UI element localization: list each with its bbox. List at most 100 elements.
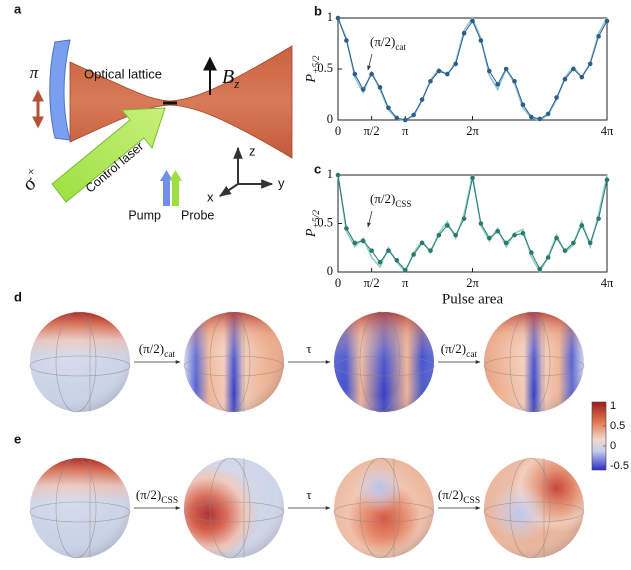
data-point: [436, 68, 442, 74]
data-point: [461, 31, 467, 36]
meridian: [359, 311, 401, 413]
data-point: [579, 223, 585, 228]
x-tick-label: 0: [335, 124, 341, 138]
data-point: [537, 116, 543, 122]
x-tick-label: 2π: [466, 276, 479, 290]
data-point: [369, 71, 374, 77]
data-point: [545, 255, 551, 260]
panel-label: d: [14, 289, 22, 304]
data-point: [419, 97, 425, 102]
data-point: [394, 115, 400, 121]
data-point: [377, 260, 383, 265]
x-tick-label: 2π: [466, 124, 479, 138]
x-tick-label: π: [402, 276, 409, 290]
field-label: Bz: [222, 66, 239, 92]
y-tick-label: 1: [327, 167, 333, 181]
meridian: [209, 457, 251, 559]
sphere-shade: [184, 458, 284, 558]
annotation-arrow: [367, 53, 373, 71]
data-point: [529, 250, 534, 255]
series-line: [337, 174, 608, 271]
data-point: [562, 248, 568, 253]
data-point: [587, 61, 593, 67]
sphere-shade: [30, 312, 130, 412]
pump-label: Pump: [128, 208, 161, 222]
data-point: [596, 216, 601, 221]
plot-frame: [337, 174, 608, 273]
data-point: [512, 78, 517, 84]
sphere-shade: [334, 312, 434, 412]
sphere-shade: [184, 312, 284, 412]
data-point: [562, 76, 568, 82]
data-point: [344, 226, 349, 231]
y-tick-label: 0: [327, 112, 333, 126]
y-axis-label-main: P: [304, 228, 319, 238]
annotation: (π/2)cat: [370, 34, 406, 52]
data-point: [487, 235, 492, 241]
axis-label: y: [278, 175, 285, 190]
data-point: [402, 117, 408, 123]
bloch-sphere: [333, 457, 435, 559]
data-point: [402, 267, 408, 273]
spheres: (π/2)cat τ (π/2)cat(π/2)CSS τ (π/2)CSS: [29, 311, 585, 559]
field-text: B: [222, 66, 234, 88]
colorbar: -0.5 0 0.5 1: [591, 400, 629, 472]
x-tick-label: π/2: [364, 124, 380, 138]
colorbar-tick-label: 0: [610, 440, 616, 452]
equator: [183, 501, 285, 523]
step-label-sub: CSS: [161, 496, 178, 506]
data-point: [377, 85, 383, 90]
equator: [29, 355, 131, 377]
step-label-main: τ: [306, 487, 311, 502]
data-point: [470, 175, 475, 181]
data-point: [335, 15, 341, 21]
mirror: [49, 39, 71, 141]
colorbar-tick-label: 1: [610, 400, 616, 412]
field-sub: z: [233, 76, 239, 91]
colorbar-tick-label: 0.5: [610, 420, 625, 432]
data-point: [453, 61, 458, 67]
lattice-label: Optical lattice: [84, 66, 162, 81]
annotation-main: (π/2): [370, 34, 395, 49]
step-label-sub: cat: [466, 350, 477, 360]
diagram: π Optical lattice Bz Control laser σ+ Pu…: [18, 39, 293, 222]
data-point: [444, 71, 450, 77]
y-tick-label: 0.5: [317, 61, 333, 75]
data-point: [461, 216, 467, 221]
equator: [333, 501, 435, 523]
bloch-sphere: [29, 311, 131, 413]
sphere-shade: [484, 458, 584, 558]
sphere-shade: [334, 458, 434, 558]
y-tick-label: 1: [327, 10, 333, 24]
data-point: [470, 18, 475, 24]
x-tick-label: π: [402, 124, 409, 138]
axis-label: x: [207, 189, 214, 204]
pi-label: π: [30, 63, 39, 82]
data-point: [512, 232, 517, 238]
data-point: [344, 38, 349, 43]
data-point: [579, 74, 585, 80]
data-point: [411, 112, 416, 118]
equator: [183, 355, 285, 377]
step-label: τ: [306, 487, 311, 502]
data-point: [352, 240, 358, 246]
data-point: [428, 248, 433, 253]
meridian: [359, 457, 401, 559]
annotation-sub: cat: [395, 42, 406, 52]
step-label-sub: cat: [164, 350, 175, 360]
x-tick-label: 4π: [601, 276, 614, 290]
control-arrow: [51, 107, 166, 203]
probe-head: [169, 170, 182, 181]
sphere-shade: [30, 458, 130, 558]
meridian: [55, 311, 97, 413]
data-point: [503, 66, 509, 72]
meridian: [509, 457, 551, 559]
meridian: [55, 457, 97, 559]
step-label-main: (π/2): [139, 341, 164, 356]
y-tick-label: 0: [327, 264, 333, 278]
data-point: [503, 240, 509, 246]
equator: [483, 501, 585, 523]
bloch-sphere: [483, 311, 585, 413]
step-label: (π/2)CSS: [136, 487, 178, 506]
